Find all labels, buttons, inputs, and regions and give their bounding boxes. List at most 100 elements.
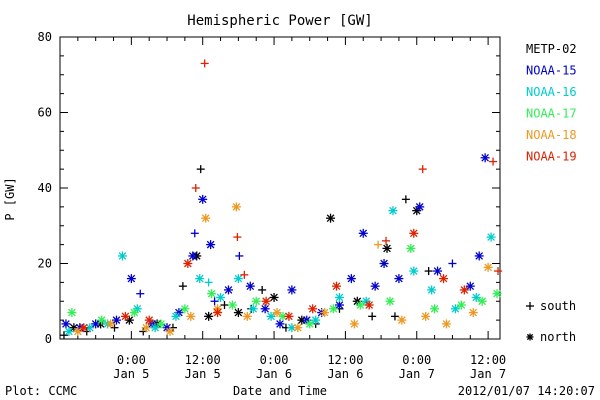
- x-tick-label-date: Jan 5: [113, 367, 149, 381]
- data-point-noaa-19: [213, 308, 223, 318]
- data-point-noaa-15: [358, 228, 368, 238]
- data-point-noaa-15: [260, 304, 270, 314]
- data-point-noaa-17: [207, 289, 217, 299]
- data-point-noaa-19: [120, 311, 130, 321]
- data-point-noaa-15: [210, 297, 219, 306]
- x-axis-label: Date and Time: [233, 384, 327, 398]
- data-point-noaa-18: [165, 326, 175, 336]
- data-point-noaa-19: [418, 165, 427, 174]
- data-point-metp-02: [258, 285, 267, 294]
- x-tick-label-date: Jan 5: [185, 367, 221, 381]
- y-axis-label-group: P [GW]: [3, 177, 17, 220]
- x-tick-label-time: 0:00: [402, 353, 431, 367]
- legend-item-noaa-18: NOAA-18: [526, 128, 577, 142]
- data-point-metp-02: [178, 282, 187, 291]
- data-point-noaa-19: [284, 311, 294, 321]
- data-point-noaa-19: [489, 157, 498, 166]
- data-point-metp-02: [390, 312, 399, 321]
- data-point-noaa-15: [206, 240, 216, 250]
- data-point-noaa-19: [382, 236, 391, 245]
- x-tick-label-date: Jan 6: [256, 367, 292, 381]
- data-point-noaa-16: [233, 274, 243, 284]
- data-point-noaa-17: [97, 315, 107, 325]
- y-tick-label: 20: [38, 257, 52, 271]
- data-point-metp-02: [269, 292, 279, 302]
- data-point-noaa-19: [364, 300, 374, 310]
- data-point-noaa-18: [421, 311, 431, 321]
- data-point-noaa-18: [483, 262, 493, 272]
- data-point-noaa-16: [409, 266, 419, 276]
- footer-timestamp: 2012/01/07 14:20:07: [458, 384, 595, 398]
- data-point-noaa-16: [287, 323, 297, 333]
- x-tick-label-date: Jan 7: [470, 367, 506, 381]
- data-point-noaa-17: [227, 300, 237, 310]
- data-point-noaa-17: [305, 319, 315, 329]
- data-point-noaa-19: [331, 281, 341, 291]
- data-point-noaa-15: [346, 274, 356, 284]
- data-point-noaa-16: [171, 311, 181, 321]
- x-tick-label-date: Jan 7: [399, 367, 435, 381]
- data-point-noaa-18: [441, 319, 451, 329]
- data-point-noaa-16: [311, 315, 321, 325]
- data-point-metp-02: [196, 165, 205, 174]
- data-point-noaa-19: [240, 270, 249, 279]
- data-point-noaa-17: [329, 304, 339, 314]
- x-tick-label-date: Jan 6: [327, 367, 363, 381]
- data-point-metp-02: [382, 243, 392, 253]
- chart-title: Hemispheric Power [GW]: [187, 13, 372, 29]
- data-point-noaa-15: [480, 153, 490, 163]
- data-point-noaa-19: [183, 259, 193, 268]
- data-point-noaa-15: [61, 319, 71, 329]
- data-point-metp-02: [220, 301, 229, 310]
- x-tick-label-time: 12:00: [327, 353, 363, 367]
- data-point-noaa-15: [245, 281, 255, 291]
- data-point-noaa-19: [409, 228, 419, 238]
- symbol-legend-south: south: [526, 299, 576, 313]
- y-tick-label: 0: [45, 332, 52, 346]
- data-point-noaa-16: [150, 323, 160, 333]
- legend-item-metp-02: METP-02: [526, 42, 577, 56]
- data-point-noaa-18: [141, 323, 151, 333]
- data-point-noaa-18: [201, 213, 211, 223]
- data-point-noaa-16: [334, 292, 344, 302]
- data-point-noaa-15: [433, 266, 443, 276]
- data-point-noaa-16: [216, 292, 226, 302]
- data-point-metp-02: [110, 323, 119, 332]
- data-point-noaa-15: [474, 251, 484, 261]
- data-point-noaa-19: [144, 315, 154, 325]
- data-point-noaa-19: [308, 304, 318, 314]
- symbol-legend: south north: [526, 299, 576, 344]
- data-point-noaa-16: [64, 326, 74, 336]
- data-point-noaa-17: [406, 243, 416, 253]
- data-point-noaa-18: [272, 308, 282, 318]
- data-point-noaa-18: [468, 308, 478, 318]
- x-tick-label-time: 12:00: [470, 353, 506, 367]
- data-point-noaa-15: [223, 285, 233, 295]
- symbol-legend-label: south: [540, 299, 576, 313]
- data-point-noaa-17: [355, 300, 365, 310]
- data-point-noaa-18: [186, 311, 196, 321]
- data-point-noaa-19: [459, 285, 469, 295]
- data-point-noaa-15: [448, 259, 457, 268]
- data-point-noaa-19: [191, 184, 200, 192]
- legend-item-noaa-15: NOAA-15: [526, 64, 577, 78]
- data-point-noaa-16: [248, 304, 258, 314]
- data-point-noaa-16: [117, 251, 127, 261]
- data-point-noaa-18: [320, 308, 330, 318]
- x-tick-label-time: 12:00: [185, 353, 221, 367]
- data-point-noaa-17: [67, 308, 77, 318]
- data-point-noaa-15: [370, 281, 380, 291]
- data-point-noaa-18: [397, 315, 407, 325]
- data-point-noaa-18: [231, 202, 241, 212]
- data-point-noaa-15: [394, 274, 404, 284]
- data-point-noaa-18: [242, 311, 252, 321]
- data-point-metp-02: [368, 312, 377, 321]
- data-point-noaa-18: [106, 319, 116, 329]
- data-point-noaa-17: [430, 304, 440, 314]
- data-point-noaa-16: [486, 232, 496, 242]
- data-point-metp-02: [204, 311, 214, 321]
- data-point-noaa-19: [79, 323, 89, 333]
- y-axis-label: P [GW]: [3, 177, 17, 220]
